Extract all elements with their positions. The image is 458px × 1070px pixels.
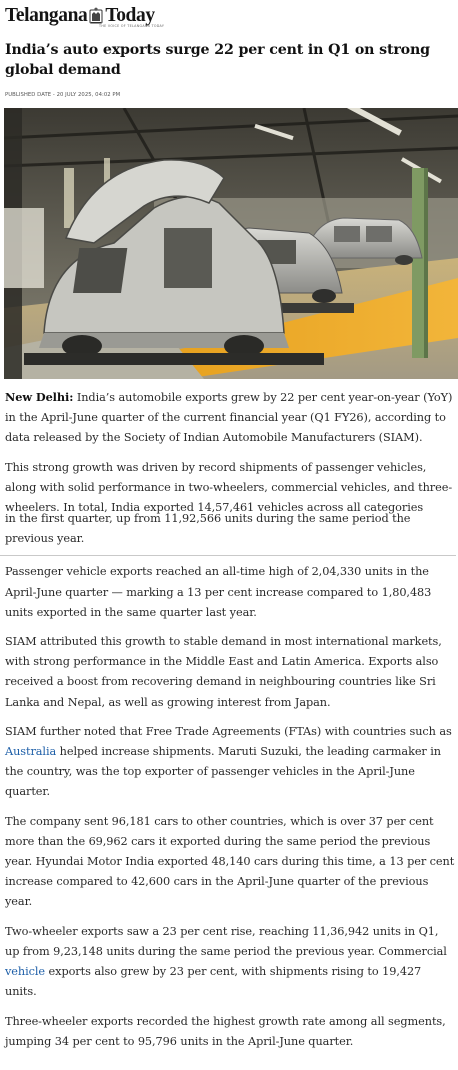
logo-text-telangana: Telangana [5, 5, 88, 26]
paragraph-4: SIAM attributed this growth to stable de… [5, 635, 442, 709]
site-header: Telangana Today THE VOICE OF TELANGANA T… [0, 0, 458, 34]
paragraph-intro: New Delhi: India’s automobile exports gr… [5, 387, 456, 448]
divider [0, 555, 456, 557]
paragraph-5-text-a: SIAM further noted that Free Trade Agree… [5, 725, 452, 739]
paragraph-7-text-a: Two-wheeler exports saw a 23 per cent ri… [5, 924, 447, 959]
paragraph-2-top: This strong growth was driven by record … [5, 460, 453, 514]
emblem-icon [89, 7, 103, 25]
paragraph-7: Two-wheeler exports saw a 23 per cent ri… [5, 922, 456, 1002]
australia-link[interactable]: Australia [5, 745, 57, 759]
dateline: New Delhi: [5, 390, 74, 404]
site-tagline: THE VOICE OF TELANGANA TODAY [99, 24, 165, 28]
published-date: PUBLISHED DATE - 20 JULY 2025, 04:02 PM [5, 92, 121, 98]
site-logo[interactable]: Telangana Today [5, 2, 453, 32]
hero-image[interactable] [4, 108, 458, 379]
paragraph-2: This strong growth was driven by record … [5, 458, 456, 549]
paragraph-6: The company sent 96,181 cars to other co… [5, 815, 455, 909]
car-assembly-line-icon [4, 108, 458, 379]
paragraph-7-text-b: exports also grew by 23 per cent, with s… [5, 965, 422, 999]
article-title: India’s auto exports surge 22 per cent i… [5, 42, 430, 78]
paragraph-3: Passenger vehicle exports reached an all… [5, 565, 432, 619]
paragraph-8: Three-wheeler exports recorded the highe… [5, 1014, 446, 1048]
paragraph-2-bottom: in the first quarter, up from 11,92,566 … [5, 511, 411, 545]
paragraph-5-text-b: helped increase shipments. Maruti Suzuki… [5, 745, 441, 799]
paragraph-5: SIAM further noted that Free Trade Agree… [5, 722, 456, 802]
logo-text-today: Today [105, 5, 155, 26]
article-body: New Delhi: India’s automobile exports gr… [0, 387, 456, 1062]
intro-text: India’s automobile exports grew by 22 pe… [5, 391, 453, 445]
vehicle-link[interactable]: vehicle [5, 965, 46, 979]
